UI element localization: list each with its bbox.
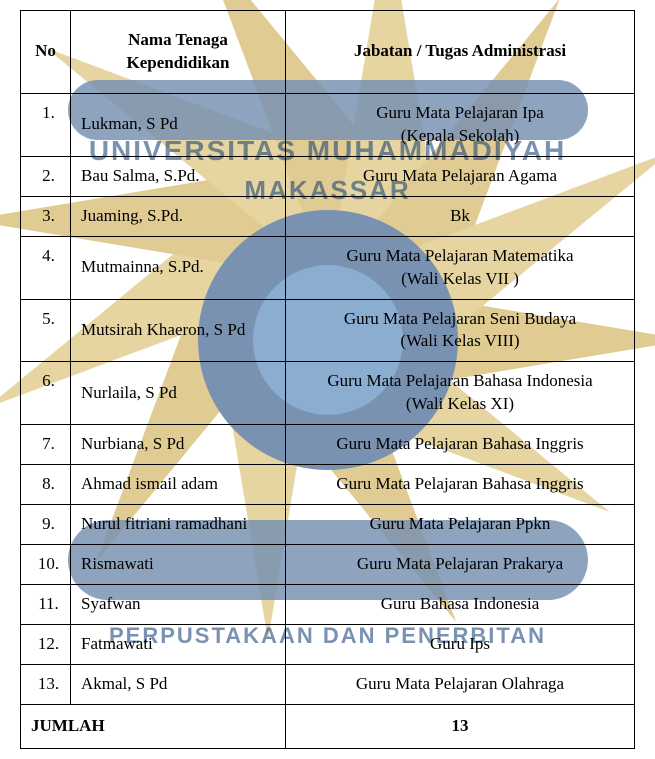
table-row: 8.Ahmad ismail adamGuru Mata Pelajaran B…: [21, 465, 635, 505]
table-container: No Nama Tenaga Kependidikan Jabatan / Tu…: [0, 0, 655, 759]
col-header-name: Nama Tenaga Kependidikan: [71, 11, 286, 94]
cell-no: 1.: [21, 93, 71, 156]
cell-name: Nurbiana, S Pd: [71, 425, 286, 465]
table-row: 6.Nurlaila, S PdGuru Mata Pelajaran Baha…: [21, 362, 635, 425]
cell-name: Akmal, S Pd: [71, 664, 286, 704]
cell-name: Nurlaila, S Pd: [71, 362, 286, 425]
cell-name: Rismawati: [71, 545, 286, 585]
cell-job: Guru Mata Pelajaran Matematika(Wali Kela…: [286, 236, 635, 299]
cell-no: 13.: [21, 664, 71, 704]
cell-job: Guru Mata Pelajaran Agama: [286, 156, 635, 196]
cell-name: Fatmawati: [71, 624, 286, 664]
staff-table: No Nama Tenaga Kependidikan Jabatan / Tu…: [20, 10, 635, 749]
cell-no: 10.: [21, 545, 71, 585]
cell-job: Guru Bahasa Indonesia: [286, 585, 635, 625]
table-row: 5.Mutsirah Khaeron, S PdGuru Mata Pelaja…: [21, 299, 635, 362]
table-row: 11.SyafwanGuru Bahasa Indonesia: [21, 585, 635, 625]
table-row: 10.RismawatiGuru Mata Pelajaran Prakarya: [21, 545, 635, 585]
cell-job: Guru Mata Pelajaran Ipa(Kepala Sekolah): [286, 93, 635, 156]
cell-name: Ahmad ismail adam: [71, 465, 286, 505]
cell-name: Mutsirah Khaeron, S Pd: [71, 299, 286, 362]
table-total-row: JUMLAH 13: [21, 704, 635, 748]
cell-job: Bk: [286, 196, 635, 236]
cell-no: 5.: [21, 299, 71, 362]
cell-no: 3.: [21, 196, 71, 236]
cell-no: 4.: [21, 236, 71, 299]
cell-no: 2.: [21, 156, 71, 196]
cell-job: Guru Mata Pelajaran Ppkn: [286, 505, 635, 545]
table-row: 2.Bau Salma, S.Pd.Guru Mata Pelajaran Ag…: [21, 156, 635, 196]
cell-name: Bau Salma, S.Pd.: [71, 156, 286, 196]
cell-no: 11.: [21, 585, 71, 625]
table-header-row: No Nama Tenaga Kependidikan Jabatan / Tu…: [21, 11, 635, 94]
table-row: 9.Nurul fitriani ramadhaniGuru Mata Pela…: [21, 505, 635, 545]
table-body: 1.Lukman, S PdGuru Mata Pelajaran Ipa(Ke…: [21, 93, 635, 704]
cell-job: Guru Mata Pelajaran Prakarya: [286, 545, 635, 585]
table-row: 4.Mutmainna, S.Pd.Guru Mata Pelajaran Ma…: [21, 236, 635, 299]
cell-no: 7.: [21, 425, 71, 465]
cell-job: Guru Mata Pelajaran Bahasa Inggris: [286, 425, 635, 465]
cell-name: Lukman, S Pd: [71, 93, 286, 156]
cell-job: Guru Mata Pelajaran Bahasa Indonesia(Wal…: [286, 362, 635, 425]
cell-job: Guru Ips: [286, 624, 635, 664]
col-header-job: Jabatan / Tugas Administrasi: [286, 11, 635, 94]
table-row: 7.Nurbiana, S PdGuru Mata Pelajaran Baha…: [21, 425, 635, 465]
cell-no: 8.: [21, 465, 71, 505]
cell-job: Guru Mata Pelajaran Olahraga: [286, 664, 635, 704]
cell-job: Guru Mata Pelajaran Seni Budaya(Wali Kel…: [286, 299, 635, 362]
table-row: 3.Juaming, S.Pd.Bk: [21, 196, 635, 236]
col-header-no: No: [21, 11, 71, 94]
table-row: 1.Lukman, S PdGuru Mata Pelajaran Ipa(Ke…: [21, 93, 635, 156]
total-value: 13: [286, 704, 635, 748]
cell-no: 6.: [21, 362, 71, 425]
table-row: 13.Akmal, S PdGuru Mata Pelajaran Olahra…: [21, 664, 635, 704]
cell-name: Mutmainna, S.Pd.: [71, 236, 286, 299]
cell-name: Syafwan: [71, 585, 286, 625]
cell-no: 9.: [21, 505, 71, 545]
total-label: JUMLAH: [21, 704, 286, 748]
cell-name: Juaming, S.Pd.: [71, 196, 286, 236]
cell-job: Guru Mata Pelajaran Bahasa Inggris: [286, 465, 635, 505]
cell-name: Nurul fitriani ramadhani: [71, 505, 286, 545]
cell-no: 12.: [21, 624, 71, 664]
table-row: 12.FatmawatiGuru Ips: [21, 624, 635, 664]
